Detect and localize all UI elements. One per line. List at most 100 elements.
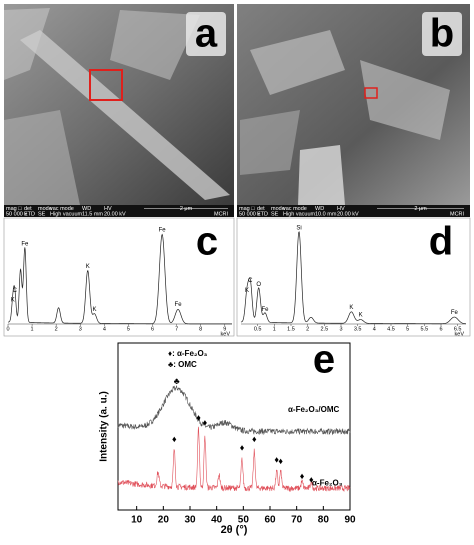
spectrum (240, 231, 467, 325)
peak-label: Fe (451, 310, 459, 316)
x-tick-label: 3.5 (354, 326, 362, 332)
x-tick-label: 6 (439, 326, 442, 332)
xrd-curve (117, 385, 351, 436)
peak-marker: ♣ (174, 376, 180, 386)
x-tick-label: 6 (151, 326, 154, 332)
series-label: α-Fe₂O₃ (312, 478, 343, 487)
x-tick-label: 60 (264, 515, 276, 526)
peak-marker: ♦ (240, 443, 245, 453)
x-tick-label: 30 (184, 515, 196, 526)
unit-label: keV (455, 331, 465, 337)
peak-marker: ♦ (196, 413, 201, 423)
xrd-curve (117, 426, 351, 493)
peak-label: O (256, 282, 261, 288)
y-axis-title: Intensity (a. u.) (99, 391, 110, 462)
panel-label: b (430, 12, 454, 56)
x-tick-label: 40 (211, 515, 223, 526)
info-header: WD (315, 206, 324, 212)
peak-label: Fe (159, 227, 167, 233)
info-header: HV (104, 206, 112, 212)
info-value: 11.5 mm (82, 211, 103, 217)
panel-label: c (196, 220, 218, 264)
x-tick-label: 4.5 (387, 326, 395, 332)
scale-text: 2 μm (180, 206, 193, 212)
info-value: High vacuum (283, 211, 316, 217)
info-value: 50 000 x (6, 211, 27, 217)
info-value: 50 000 x (239, 211, 260, 217)
info-value: 20.00 kV (337, 211, 359, 217)
x-tick-label: 20 (158, 515, 170, 526)
x-tick-label: 4 (103, 326, 106, 332)
x-tick-label: 5 (127, 326, 130, 332)
label-bg (304, 346, 344, 376)
info-value: ETD (257, 211, 268, 217)
x-tick-label: 2.5 (321, 326, 329, 332)
info-bar (4, 205, 234, 217)
peak-label: Si (296, 225, 301, 231)
x-tick-label: 8 (199, 326, 202, 332)
x-tick-label: 70 (291, 515, 303, 526)
x-tick-label: 3 (339, 326, 342, 332)
x-tick-label: 2 (306, 326, 309, 332)
label-bg (186, 12, 226, 56)
peak-label: K (245, 288, 249, 294)
info-header: mode (38, 206, 52, 212)
x-axis-title: 2θ (°) (221, 524, 248, 536)
lab-text: MCRI (214, 211, 229, 217)
x-tick-label: 5.5 (421, 326, 429, 332)
scale-text: 2 μm (414, 206, 427, 212)
x-tick-label: 5 (406, 326, 409, 332)
info-header: WD (82, 206, 91, 212)
info-value: 20.00 kV (104, 211, 126, 217)
x-tick-label: 1.5 (287, 326, 295, 332)
peak-label: K (92, 307, 96, 313)
peak-marker: ♦ (203, 418, 208, 428)
info-header: vac mode (283, 206, 307, 212)
legend-entry: ♣: OMC (168, 360, 197, 369)
peak-marker: ♦ (309, 474, 314, 484)
panel-label: e (313, 338, 335, 382)
info-header: mode (271, 206, 285, 212)
peak-marker: ♦ (274, 454, 279, 464)
x-tick-label: 9 (223, 326, 226, 332)
peak-label: K (359, 313, 363, 319)
peak-label: K (349, 305, 353, 311)
peak-label: K (11, 297, 15, 303)
panel-label: d (429, 220, 453, 264)
unit-label: keV (221, 331, 231, 337)
info-value: 10.0 mm (315, 211, 337, 217)
x-tick-label: 0.5 (254, 326, 262, 332)
x-tick-label: 3 (79, 326, 82, 332)
x-tick-label: 4 (373, 326, 376, 332)
info-header: mag □ (6, 206, 22, 212)
x-tick-label: 80 (318, 515, 330, 526)
info-header: vac mode (50, 206, 74, 212)
peak-label: Fe (261, 307, 269, 313)
info-value: High vacuum (50, 211, 83, 217)
label-bg (422, 222, 460, 264)
info-bar (237, 205, 470, 217)
x-tick-label: 2 (55, 326, 58, 332)
peak-label: C (13, 288, 18, 294)
info-header: det (24, 206, 32, 212)
peak-label: C (248, 278, 253, 284)
x-tick-label: 0 (6, 326, 9, 332)
x-tick-label: 1 (31, 326, 34, 332)
spectrum (7, 233, 232, 325)
x-tick-label: 1 (273, 326, 276, 332)
peak-label: Fe (175, 302, 183, 308)
info-header: mag □ (239, 206, 255, 212)
info-value: SE (38, 211, 46, 217)
info-value: SE (271, 211, 279, 217)
peak-marker: ♦ (300, 471, 305, 481)
x-tick-label: 10 (131, 515, 143, 526)
label-bg (188, 222, 226, 264)
peak-marker: ♦ (172, 434, 177, 444)
x-tick-label: 50 (238, 515, 250, 526)
series-label: α-Fe₂O₃/OMC (288, 405, 340, 414)
peak-marker: ♦ (252, 434, 257, 444)
x-tick-label: 6.5 (454, 326, 462, 332)
peak-marker: ♦ (278, 456, 283, 466)
peak-label: Fe (21, 242, 29, 248)
